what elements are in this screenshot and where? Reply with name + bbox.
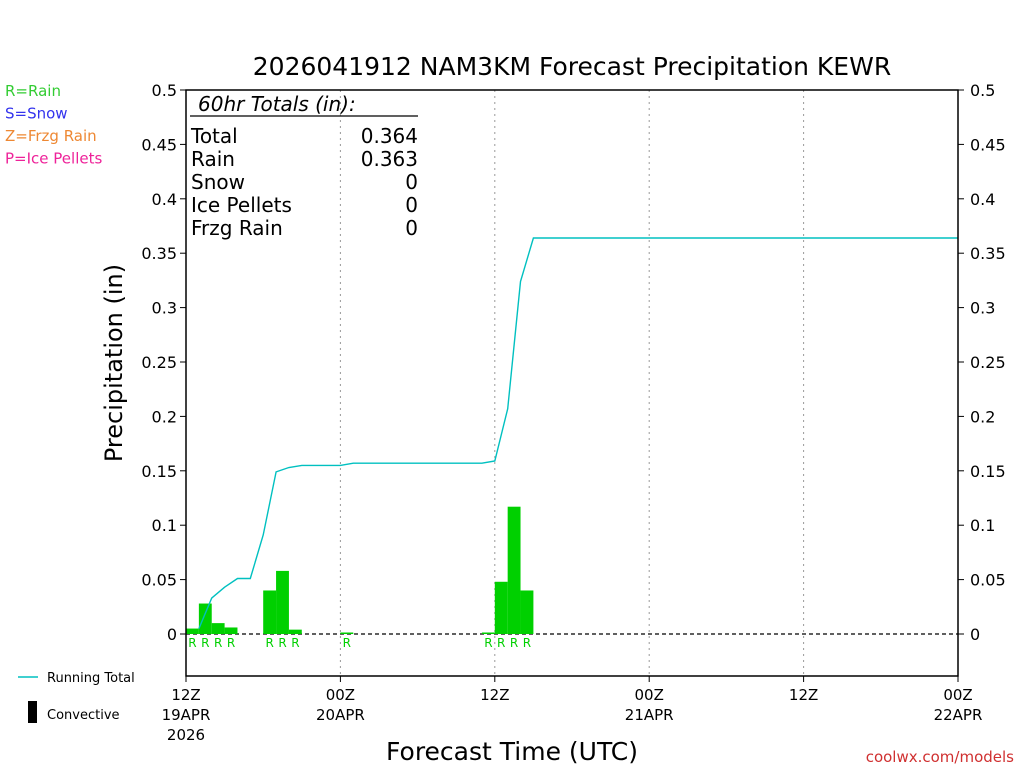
x-tick-label: 12Z [171, 686, 200, 704]
chart-title: 2026041912 NAM3KM Forecast Precipitation… [253, 52, 891, 81]
convective-legend-swatch [28, 701, 37, 723]
x-tick-date-label: 21APR [625, 706, 674, 724]
precip-type-label: R [291, 636, 299, 650]
precip-type-label: R [214, 636, 222, 650]
y-tick-label-left: 0.4 [152, 190, 177, 209]
running-total-legend-label: Running Total [47, 671, 135, 686]
precip-bar [288, 629, 302, 634]
y-tick-label-left: 0 [167, 625, 177, 644]
totals-row-label: Frzg Rain [191, 216, 283, 240]
y-tick-label-left: 0.35 [141, 244, 177, 263]
y-tick-label-left: 0.05 [141, 571, 177, 590]
grid [186, 90, 958, 676]
plot-frame [185, 89, 959, 677]
y-tick-label-right: 0.25 [970, 353, 1006, 372]
precip-bar [263, 590, 277, 634]
precip-bar [198, 603, 212, 634]
y-tick-label-right: 0.1 [970, 516, 995, 535]
y-tick-label-right: 0.45 [970, 135, 1006, 154]
totals-row-label: Ice Pellets [191, 193, 292, 217]
precip-type-label: R [265, 636, 273, 650]
precip-bar [224, 627, 238, 634]
precip-bar [276, 570, 289, 634]
x-tick-date-label: 20APR [316, 706, 365, 724]
x-tick-date-label: 19APR [162, 706, 211, 724]
x-tick-year-label: 2026 [167, 726, 205, 744]
precip-type-label: R [497, 636, 505, 650]
running-total-line [198, 237, 958, 629]
y-tick-label-left: 0.3 [152, 299, 177, 318]
y-tick-label-left: 0.5 [152, 81, 177, 100]
totals-heading: 60hr Totals (in): [198, 92, 356, 116]
y-tick-label-right: 0.05 [970, 571, 1006, 590]
totals-row-value: 0 [405, 193, 418, 217]
precip-type-label: R [201, 636, 209, 650]
precip-type-label: R [523, 636, 531, 650]
precip-bar [507, 506, 521, 634]
precip-type-label: R [510, 636, 518, 650]
x-tick-label: 12Z [480, 686, 509, 704]
x-axis-label: Forecast Time (UTC) [386, 737, 638, 766]
y-tick-label-left: 0.1 [152, 516, 177, 535]
totals-row-value: 0 [405, 216, 418, 240]
y-tick-label-right: 0.3 [970, 299, 995, 318]
precip-bar [186, 628, 199, 634]
y-tick-label-right: 0.35 [970, 244, 1006, 263]
y-tick-label-left: 0.45 [141, 135, 177, 154]
precip-bar [481, 632, 495, 634]
precip-type-label: R [484, 636, 492, 650]
precip-bar [520, 590, 534, 634]
totals-row-value: 0 [405, 170, 418, 194]
precip-type-legend-entry: S=Snow [5, 105, 68, 123]
chart-text: 0 00.05 0.050.1 0.10.15 0.150.2 0.20.25 0.250.… [5, 52, 1014, 766]
totals-row-label: Rain [191, 147, 235, 171]
precip-type-label: R [227, 636, 235, 650]
running-total-line-group [198, 237, 958, 629]
y-tick-label-right: 0.15 [970, 462, 1006, 481]
totals-row-label: Snow [191, 170, 245, 194]
x-tick-label: 12Z [789, 686, 818, 704]
totals-row-value: 0.363 [361, 147, 418, 171]
y-tick-label-left: 0.25 [141, 353, 177, 372]
y-tick-label-left: 0.15 [141, 462, 177, 481]
totals-row-value: 0.364 [361, 124, 418, 148]
precip-type-label: R [343, 636, 351, 650]
x-tick-label: 00Z [635, 686, 664, 704]
precip-type-legend-entry: P=Ice Pellets [5, 150, 102, 168]
x-tick-label: 00Z [326, 686, 355, 704]
precip-type-legend-entry: Z=Frzg Rain [5, 127, 97, 145]
y-tick-label-left: 0.2 [152, 407, 177, 426]
y-tick-label-right: 0.5 [970, 81, 995, 100]
y-axis-label: Precipitation (in) [100, 264, 128, 462]
axes [180, 89, 964, 682]
precip-bar [494, 581, 508, 634]
y-tick-label-right: 0 [970, 625, 980, 644]
convective-legend-label: Convective [47, 708, 120, 723]
precip-type-label: R [188, 636, 196, 650]
totals-row-label: Total [190, 124, 238, 148]
source-credit: coolwx.com/models [866, 748, 1014, 766]
precip-bar [340, 632, 354, 634]
y-tick-label-right: 0.4 [970, 190, 995, 209]
precip-bar [211, 623, 225, 634]
y-tick-label-right: 0.2 [970, 407, 995, 426]
precip-type-legend-entry: R=Rain [5, 82, 61, 100]
precip-type-label: R [278, 636, 286, 650]
x-tick-label: 00Z [943, 686, 972, 704]
x-tick-date-label: 22APR [934, 706, 983, 724]
